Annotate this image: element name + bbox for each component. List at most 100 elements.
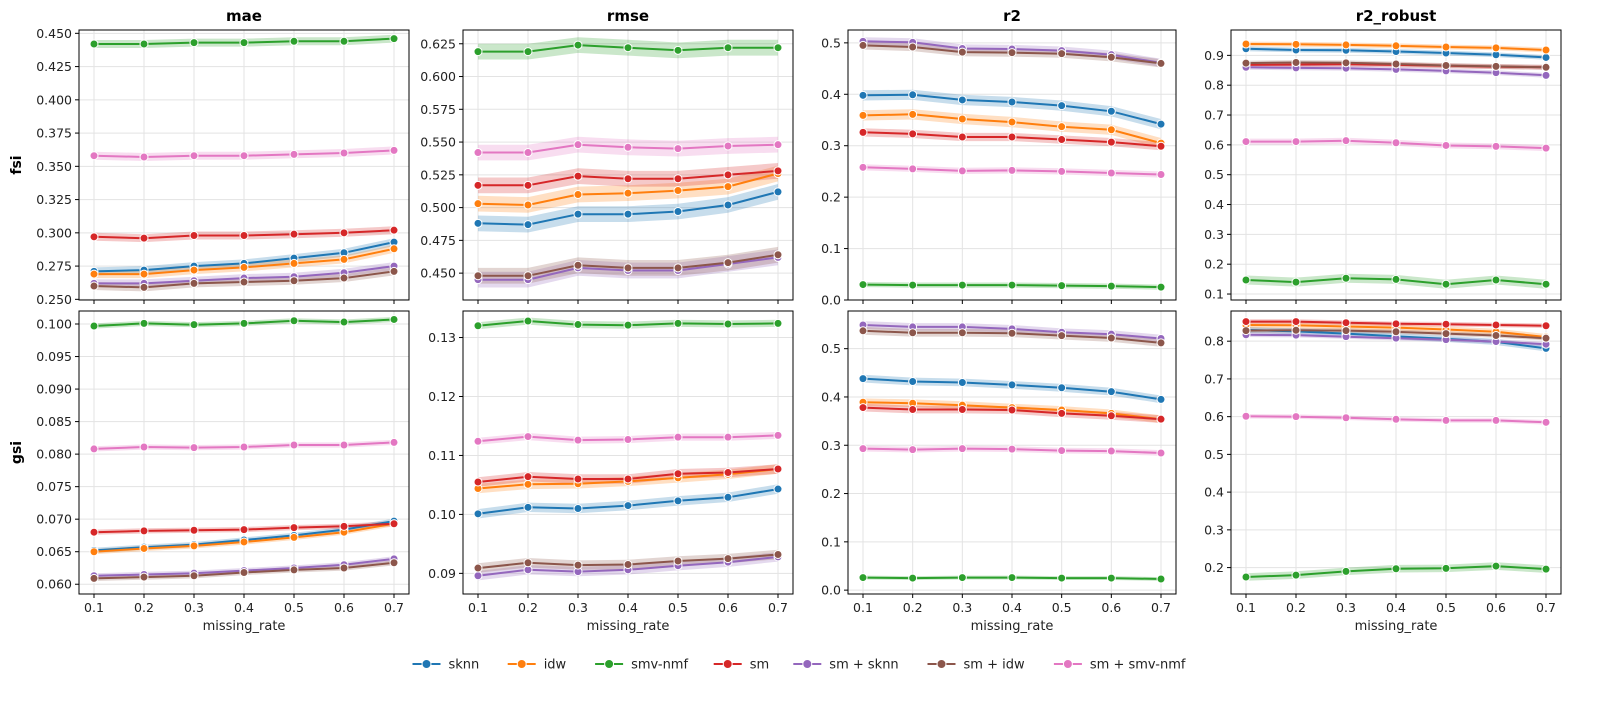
point-sm-smv-nmf [957, 166, 967, 176]
point-sm [139, 233, 149, 243]
y-tick-label: 0.7 [1204, 108, 1224, 123]
point-sm-smv-nmf [1291, 137, 1301, 147]
legend-label: sm + smv-nmf [1090, 658, 1186, 673]
point-sm [957, 132, 967, 142]
point-sknn [1007, 380, 1017, 390]
point-sm [573, 474, 583, 484]
point-idw [1541, 45, 1551, 55]
point-sm-idw [523, 558, 533, 568]
y-tick-label: 0.250 [36, 292, 72, 307]
point-sm [1106, 137, 1116, 147]
point-sm-smv-nmf [1106, 168, 1116, 178]
x-tick-label: 0.2 [1286, 600, 1306, 615]
point-sm-smv-nmf [723, 432, 733, 442]
point-sm-idw [1291, 58, 1301, 68]
point-smv-nmf [908, 280, 918, 290]
panel-fsi-r2: 0.0 0.1 0.2 0.3 0.4 0.5 r2 [821, 7, 1177, 308]
point-smv-nmf [1391, 274, 1401, 284]
y-tick-label: 0.13 [428, 330, 456, 345]
x-tick-label: 0.1 [1236, 600, 1256, 615]
point-sm-idw [139, 282, 149, 292]
y-tick-label: 0.5 [1204, 167, 1224, 182]
y-tick-label: 0.6 [1204, 409, 1224, 424]
x-tick-label: 0.6 [334, 600, 354, 615]
y-tick-label: 0.3 [1204, 227, 1224, 242]
point-sm [1291, 317, 1301, 327]
point-sm-idw [1156, 338, 1166, 348]
point-sm [858, 127, 868, 137]
x-tick-label: 0.5 [284, 600, 304, 615]
point-sm-smv-nmf [858, 444, 868, 454]
x-tick-label: 0.2 [518, 600, 538, 615]
point-sm-idw [773, 549, 783, 559]
point-sm-idw [239, 277, 249, 287]
point-sm-idw [573, 560, 583, 570]
legend: sknn idw smv-nmf sm sm + sknn sm + idw sm + sm… [412, 658, 1186, 673]
point-sm-smv-nmf [1106, 446, 1116, 456]
point-sm [573, 171, 583, 181]
point-sm [1007, 132, 1017, 142]
point-idw [1441, 42, 1451, 52]
legend-label: sknn [449, 658, 480, 673]
point-smv-nmf [389, 314, 399, 324]
legend-marker [1062, 659, 1073, 669]
point-smv-nmf [673, 45, 683, 55]
x-tick-label: 0.1 [853, 600, 873, 615]
y-tick-label: 0.09 [428, 566, 456, 581]
point-sknn [673, 496, 683, 506]
point-sm [957, 405, 967, 415]
panel-fsi-rmse: 0.450 0.475 0.500 0.525 0.550 0.575 0.600 0.625… [420, 7, 794, 304]
point-sm-idw [1156, 58, 1166, 68]
point-sm [1341, 318, 1351, 328]
point-sm [239, 525, 249, 535]
point-sknn [1541, 52, 1551, 62]
point-sm-smv-nmf [1057, 166, 1067, 176]
point-sm-idw [957, 328, 967, 338]
point-smv-nmf [1291, 277, 1301, 287]
point-sm [1241, 317, 1251, 327]
y-tick-label: 0.085 [36, 414, 72, 429]
point-sknn [908, 377, 918, 387]
y-tick-label: 0.600 [420, 69, 456, 84]
y-tick-label: 0.350 [36, 159, 72, 174]
point-sknn [473, 218, 483, 228]
y-tick-label: 0.375 [36, 126, 72, 141]
point-sknn [523, 502, 533, 512]
point-sknn [1057, 101, 1067, 111]
y-tick-label: 0.080 [36, 447, 72, 462]
point-sm-smv-nmf [189, 151, 199, 161]
y-tick-label: 0.095 [36, 349, 72, 364]
x-tick-label: 0.5 [668, 600, 688, 615]
point-smv-nmf [773, 318, 783, 328]
point-smv-nmf [623, 43, 633, 53]
point-sm-smv-nmf [389, 145, 399, 155]
point-sm-smv-nmf [1341, 413, 1351, 423]
x-tick-label: 0.2 [134, 600, 154, 615]
point-idw [189, 265, 199, 275]
panel-title: r2 [1003, 7, 1021, 25]
point-sm-smv-nmf [89, 444, 99, 454]
y-tick-label: 0.525 [420, 167, 456, 182]
point-sm-idw [1391, 327, 1401, 337]
point-smv-nmf [239, 38, 249, 48]
x-tick-label: 0.1 [468, 600, 488, 615]
row-label: gsi [9, 441, 25, 464]
point-sm [523, 472, 533, 482]
point-sknn [858, 90, 868, 100]
point-sknn [723, 200, 733, 210]
point-sm [673, 469, 683, 479]
x-tick-label: 0.6 [1486, 600, 1506, 615]
point-sm-idw [289, 565, 299, 575]
point-smv-nmf [189, 320, 199, 330]
point-sm-idw [1057, 331, 1067, 341]
point-smv-nmf [858, 573, 868, 583]
point-sm [1007, 405, 1017, 415]
point-sm-smv-nmf [773, 430, 783, 440]
point-idw [289, 532, 299, 542]
point-sm-idw [189, 278, 199, 288]
point-sm [523, 180, 533, 190]
point-sm-idw [1007, 328, 1017, 338]
point-sm-smv-nmf [1391, 414, 1401, 424]
point-sm-idw [189, 571, 199, 581]
